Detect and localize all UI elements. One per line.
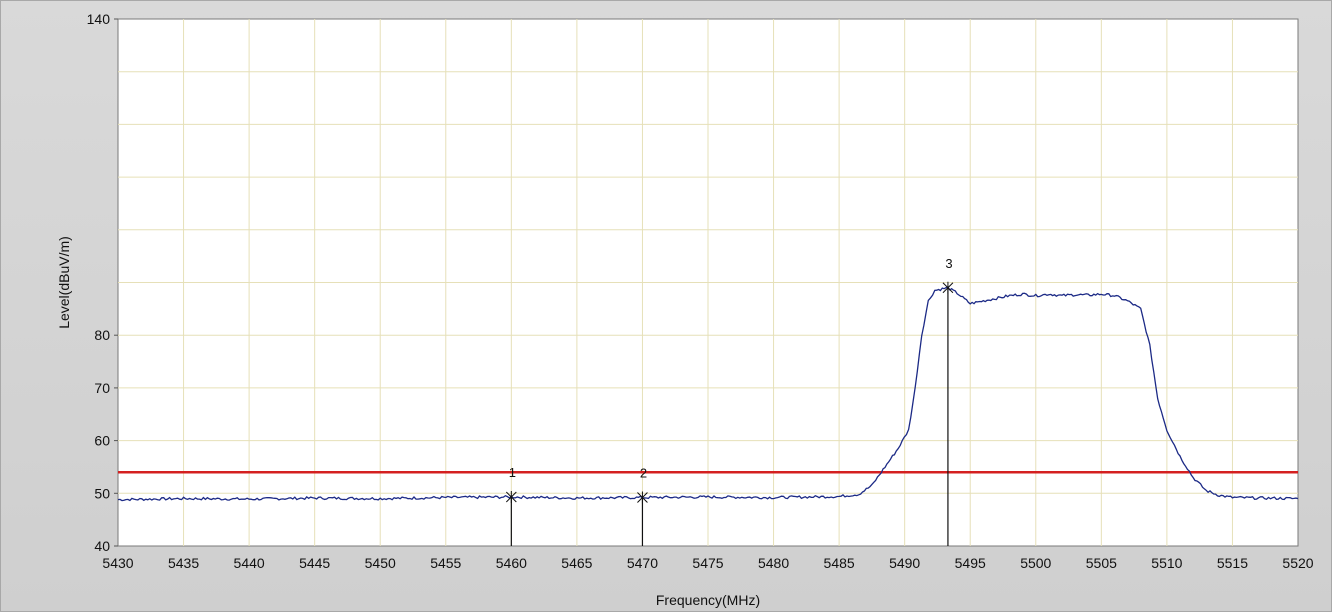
- x-tick-label: 5500: [1020, 555, 1051, 571]
- y-tick-label: 50: [94, 485, 110, 501]
- marker-label: 1: [509, 465, 516, 480]
- x-tick-label: 5435: [168, 555, 199, 571]
- x-axis: 5430 5435 5440 5445 5450 5455 5460 5465 5470 5475…: [102, 555, 1313, 571]
- marker-symbol: [942, 281, 954, 294]
- x-tick-label: 5455: [430, 555, 461, 571]
- y-tick-label: 40: [94, 538, 110, 554]
- x-tick-label: 5520: [1282, 555, 1313, 571]
- x-tick-label: 5490: [889, 555, 920, 571]
- x-tick-label: 5460: [496, 555, 527, 571]
- x-tick-label: 5445: [299, 555, 330, 571]
- y-tick-label: 70: [94, 380, 110, 396]
- x-tick-label: 5505: [1086, 555, 1117, 571]
- x-tick-label: 5450: [365, 555, 396, 571]
- series-line: [117, 286, 1299, 502]
- marker-symbol: [505, 490, 517, 503]
- y-axis: 40 50 60 70 80 140: [87, 11, 118, 554]
- y-tick-label: 140: [87, 11, 111, 27]
- x-tick-label: 5480: [758, 555, 789, 571]
- marker-symbol: [637, 491, 648, 504]
- markers: 1 2 3: [505, 256, 954, 546]
- x-tick-label: 5470: [627, 555, 658, 571]
- x-axis-title: Frequency(MHz): [656, 592, 760, 608]
- x-tick-label: 5485: [824, 555, 855, 571]
- x-tick-label: 5465: [561, 555, 592, 571]
- y-axis-title: Level(dBuV/m): [56, 236, 72, 329]
- y-tick-label: 60: [94, 433, 110, 449]
- marker-label: 2: [640, 466, 647, 481]
- x-tick-label: 5430: [102, 555, 133, 571]
- marker-label: 3: [945, 256, 952, 271]
- x-tick-label: 5475: [692, 555, 723, 571]
- x-tick-label: 5510: [1151, 555, 1182, 571]
- x-tick-label: 5495: [955, 555, 986, 571]
- x-tick-label: 5440: [234, 555, 265, 571]
- grid-layer: [118, 19, 1298, 546]
- x-tick-label: 5515: [1217, 555, 1248, 571]
- y-tick-label: 80: [94, 327, 110, 343]
